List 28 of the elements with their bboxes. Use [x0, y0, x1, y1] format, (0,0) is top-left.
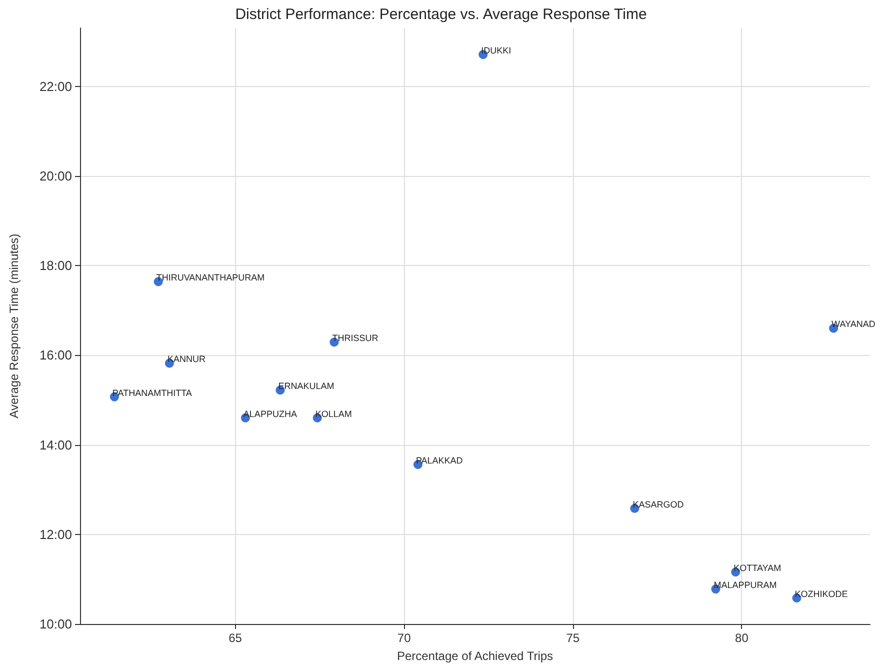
y-tick-label: 14:00 [39, 437, 72, 452]
y-tick-label: 16:00 [39, 348, 72, 363]
annotation: IDUKKI [481, 45, 512, 56]
annotation: KASARGOD [632, 499, 684, 510]
annotation: KOTTAYAM [734, 563, 782, 574]
y-tick-label: 18:00 [39, 258, 72, 274]
annotation: THIRUVANANTHAPURAM [156, 272, 265, 283]
x-tick-label: 75 [566, 631, 580, 645]
annotation: THRISSUR [332, 333, 379, 344]
y-tick-label: 20:00 [39, 168, 72, 184]
annotation: ERNAKULAM [278, 381, 334, 392]
y-tick-label: 12:00 [39, 526, 72, 542]
annotation: WAYANAD [832, 319, 876, 330]
annotation: ALAPPUZHA [243, 408, 297, 419]
x-axis-title: Percentage of Achieved Trips [396, 649, 554, 663]
x-tick-label: 80 [735, 631, 749, 645]
y-axis-title: Average Response Time (minutes) [7, 234, 21, 418]
y-tick-label: 22:00 [39, 78, 72, 94]
annotation: PALAKKAD [416, 455, 464, 466]
annotation: PATHANAMTHITTA [112, 388, 192, 398]
annotation: KOZHIKODE [794, 589, 848, 600]
x-tick-label: 65 [228, 631, 242, 645]
x-tick-label: 70 [397, 631, 412, 645]
annotation: MALAPPURAM [714, 580, 777, 590]
y-tick-label: 10:00 [39, 616, 72, 632]
annotation: KOLLAM [315, 408, 352, 419]
annotation: KANNUR [167, 354, 206, 364]
chart-title: District Performance: Percentage vs. Average Response Time [235, 6, 647, 23]
